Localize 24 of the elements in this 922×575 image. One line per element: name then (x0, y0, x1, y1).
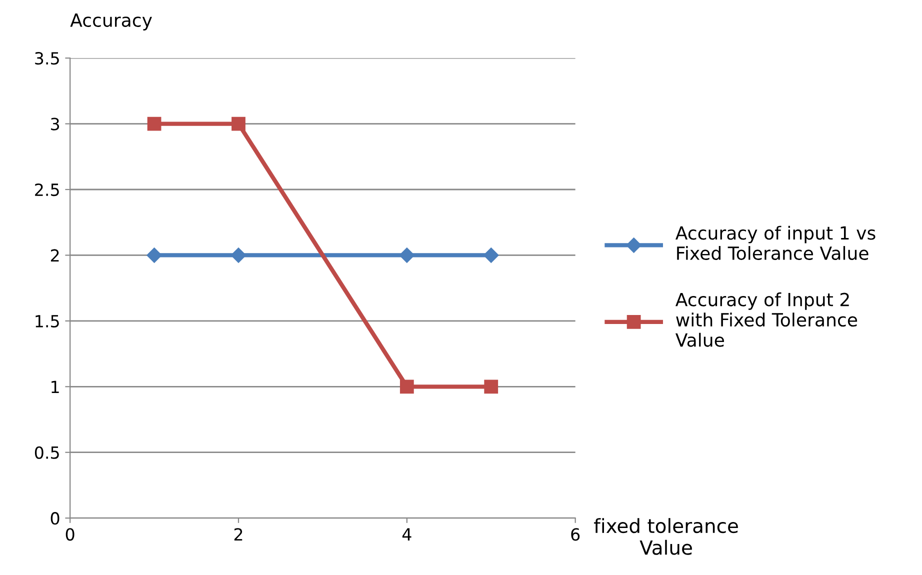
point (230, 248, 246, 263)
point (147, 116, 162, 131)
x-tick-label: 0 (66, 528, 74, 541)
y-tick-label: 0 (50, 512, 60, 525)
x-axis-title: fixed tolerance Value (594, 518, 738, 555)
y-tick-label: 3 (51, 118, 60, 130)
y-tick-label: 0.5 (34, 446, 59, 459)
x-tick-label: 4 (402, 528, 412, 540)
point (146, 248, 162, 263)
y-tick-label: 1 (52, 380, 59, 393)
legend-label: Accuracy of Input 2 with Fixed Tolerance Value (675, 292, 858, 347)
y-tick-label: 2 (50, 249, 59, 262)
y-tick-label: 2.5 (35, 183, 59, 196)
x-tick-label: 2 (234, 528, 242, 540)
x-tick-label: 6 (571, 528, 580, 541)
y-axis-title: Accuracy (70, 14, 152, 30)
point (484, 380, 498, 394)
point (484, 248, 499, 263)
y-tick-label: 1.5 (36, 315, 59, 328)
legend-label: Accuracy of input 1 vs Fixed Tolerance Value (675, 226, 876, 260)
point (232, 116, 246, 131)
point (400, 380, 414, 394)
y-tick-label: 3.5 (35, 52, 59, 65)
point (399, 248, 414, 263)
